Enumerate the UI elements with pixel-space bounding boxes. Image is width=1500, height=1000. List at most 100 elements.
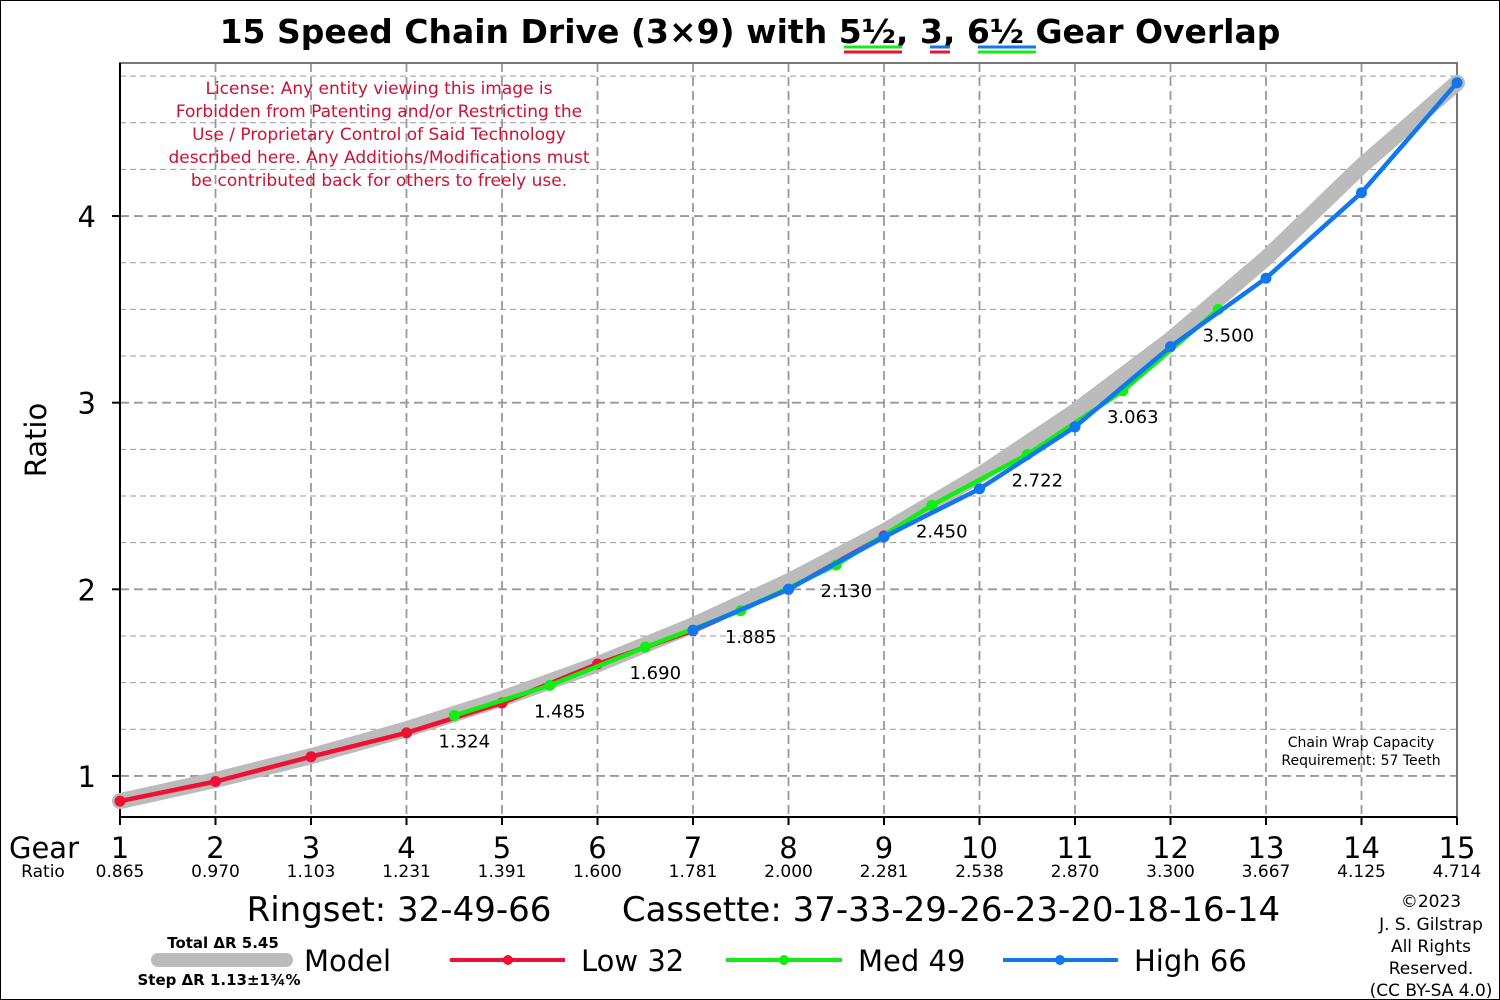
point-label: 3.500: [1202, 325, 1254, 346]
x-tick-label: 9: [875, 831, 893, 865]
license-notice: License: Any entity viewing this image i…: [168, 79, 589, 191]
copyright-line-3: All Rights: [1391, 937, 1471, 957]
gear-ratio-value: 1.600: [573, 862, 622, 882]
ratio-row-label: Ratio: [21, 862, 65, 882]
point-high: [878, 531, 890, 543]
point-high: [687, 624, 699, 636]
chain-wrap-line-1: Chain Wrap Capacity: [1288, 735, 1435, 751]
title-gear-overlap-3: 6½: [967, 12, 1024, 51]
step-delta-r: Step ΔR 1.13±1¾%: [137, 971, 300, 989]
x-tick-label: 1: [111, 831, 129, 865]
point-low: [210, 776, 221, 788]
legend-high-marker: [1055, 955, 1065, 965]
gear-ratio-value: 2.281: [860, 862, 909, 882]
point-label: 2.722: [1011, 471, 1063, 492]
gear-ratio-value: 1.103: [287, 862, 336, 882]
x-tick-label: 14: [1343, 831, 1380, 865]
legend-high-label: High 66: [1134, 944, 1247, 978]
y-axis-label: Ratio: [19, 403, 53, 477]
series-line-med: [452, 307, 1221, 718]
license-line-5: be contributed back for others to freely…: [191, 171, 567, 191]
y-tick-label: 1: [78, 760, 96, 794]
legend-med-marker: [779, 955, 789, 965]
gear-ratio-value: 0.970: [191, 862, 240, 882]
series-layer: [112, 74, 1465, 810]
legend-low-marker: [503, 955, 513, 965]
x-tick-label: 15: [1439, 831, 1476, 865]
x-tick-label: 13: [1248, 831, 1285, 865]
point-med: [639, 641, 651, 653]
point-high: [1356, 187, 1367, 199]
point-label: 3.063: [1107, 407, 1159, 428]
point-high: [1069, 421, 1081, 433]
point-label: 2.130: [820, 581, 872, 602]
x-tick-label: 3: [302, 831, 320, 865]
license-line-4: described here. Any Additions/Modificati…: [168, 148, 589, 168]
legend-low-label: Low 32: [581, 944, 684, 978]
copyright: ©2023 J. S. Gilstrap All Rights Reserved…: [1370, 892, 1493, 1000]
license-line-3: Use / Proprietary Control of Said Techno…: [192, 125, 566, 145]
gear-ratio-value: 1.231: [382, 862, 431, 882]
x-tick-label: 5: [493, 831, 511, 865]
gear-ratio-value: 3.667: [1242, 862, 1291, 882]
point-label: 1.324: [438, 731, 490, 752]
point-labels: 1.324 1.485 1.690 1.885 2.130 2.450 2.722 3.063…: [438, 325, 1254, 752]
grid: [119, 63, 1458, 817]
copyright-line-2: J. S. Gilstrap: [1378, 915, 1483, 935]
x-tick-label: 4: [397, 831, 415, 865]
point-label: 1.885: [725, 627, 777, 648]
point-label: 2.450: [916, 521, 968, 542]
y-tick-label: 2: [78, 573, 96, 607]
chain-wrap-line-2: Requirement: 57 Teeth: [1281, 753, 1440, 769]
x-tick-label: 11: [1057, 831, 1094, 865]
ringset-label: Ringset: 32-49-66: [247, 890, 552, 930]
gear-ratio-value: 4.714: [1433, 862, 1482, 882]
legend: Total ΔR 5.45 Step ΔR 1.13±1¾% Model Low…: [137, 934, 1246, 989]
gear-ratio-value: 1.391: [478, 862, 527, 882]
gear-ratio-value: 3.300: [1146, 862, 1195, 882]
y-tick-label: 4: [78, 200, 96, 234]
point-high: [1260, 272, 1272, 284]
point-high: [783, 583, 794, 595]
x-axis-label: Gear: [9, 831, 79, 865]
point-high: [974, 483, 985, 495]
point-high: [1165, 341, 1176, 353]
license-line-2: Forbidden from Patenting and/or Restrict…: [176, 102, 582, 122]
x-tick-label: 6: [588, 831, 606, 865]
point-low: [401, 727, 412, 739]
copyright-line-4: Reserved.: [1389, 959, 1474, 979]
gear-ratio-value: 2.538: [955, 862, 1004, 882]
x-tick-label: 7: [684, 831, 702, 865]
copyright-line-1: ©2023: [1401, 892, 1461, 912]
title-gear-overlap-1: 5½: [839, 12, 896, 51]
title-gear-overlap-2: 3: [920, 12, 943, 51]
point-med: [544, 679, 556, 691]
ratio-row: 0.865 0.970 1.103 1.231 1.391 1.600 1.781 2.000…: [96, 862, 1482, 882]
gear-ratio-value: 2.000: [764, 862, 813, 882]
point-low: [114, 795, 126, 807]
legend-med-label: Med 49: [858, 944, 965, 978]
y-tick-label: 3: [78, 387, 96, 421]
x-tick-label: 2: [206, 831, 224, 865]
point-high: [1451, 77, 1463, 89]
point-low: [305, 751, 317, 763]
point-label: 1.690: [629, 663, 681, 684]
cassette-label: Cassette: 37-33-29-26-23-20-18-16-14: [622, 890, 1280, 930]
gear-ratio-value: 0.865: [96, 862, 145, 882]
point-med: [926, 499, 938, 511]
copyright-line-5: (CC BY-SA 4.0): [1370, 981, 1493, 1000]
legend-model-label: Model: [304, 944, 391, 978]
chart-title: 15 Speed Chain Drive (3×9) with 5½, 3, 6…: [220, 12, 1281, 51]
gear-ratio-value: 2.870: [1051, 862, 1100, 882]
gear-ratio-value: 1.781: [669, 862, 718, 882]
x-tick-label: 10: [961, 831, 998, 865]
x-tick-label: 8: [779, 831, 797, 865]
gear-ratio-value: 4.125: [1337, 862, 1386, 882]
point-med: [448, 709, 460, 721]
x-tick-label: 12: [1152, 831, 1189, 865]
point-label: 1.485: [534, 701, 586, 722]
license-line-1: License: Any entity viewing this image i…: [205, 79, 552, 99]
total-delta-r: Total ΔR 5.45: [167, 934, 279, 952]
